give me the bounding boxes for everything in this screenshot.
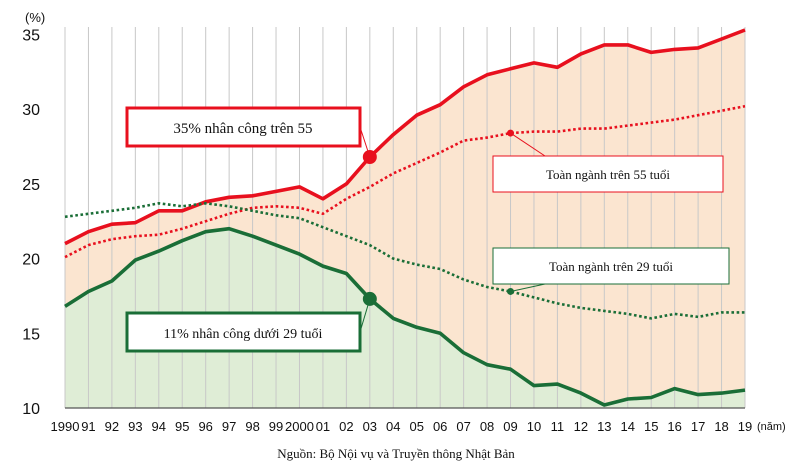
over29-all-label-text: Toàn ngành trên 29 tuổi bbox=[549, 259, 673, 274]
leader-over29-all bbox=[510, 283, 546, 292]
x-tick-label: 12 bbox=[574, 419, 588, 434]
x-tick-label: 01 bbox=[316, 419, 330, 434]
y-tick-label: 25 bbox=[22, 177, 40, 194]
series-line-3 bbox=[64, 202, 745, 320]
line-chart: 10 15 20 25 30 35 1990 91 92 93 94 95 96 97 98 99 2000 01… bbox=[22, 10, 786, 434]
y-tick-label: 20 bbox=[22, 252, 40, 269]
x-tick-label: 95 bbox=[175, 419, 189, 434]
over55-all-label-box bbox=[492, 155, 724, 193]
x-tick-label: 16 bbox=[667, 419, 681, 434]
x-tick-label: 09 bbox=[503, 419, 517, 434]
over55-callout-text: 35% nhân công trên 55 bbox=[173, 121, 312, 137]
chart-lines bbox=[64, 28, 746, 407]
x-tick-label: 06 bbox=[433, 419, 447, 434]
data-marker bbox=[362, 149, 377, 164]
under29-callout-text: 11% nhân công dưới 29 tuổi bbox=[164, 327, 323, 342]
chart-markers bbox=[362, 129, 515, 306]
x-tick-label: 91 bbox=[81, 419, 95, 434]
x-tick-label: 1990 bbox=[51, 419, 80, 434]
under29-callout-box bbox=[125, 311, 362, 353]
source-note: Nguồn: Bộ Nội vụ và Truyền thông Nhật Bả… bbox=[277, 446, 515, 461]
x-tick-label: 96 bbox=[198, 419, 212, 434]
x-tick-label: 11 bbox=[551, 419, 565, 434]
area-fill-under29 bbox=[65, 228, 745, 408]
y-tick-label: 10 bbox=[22, 401, 40, 418]
over29-all-label-box bbox=[492, 247, 730, 285]
x-tick-label: 02 bbox=[339, 419, 353, 434]
x-tick-label: 98 bbox=[245, 419, 259, 434]
over55-callout-box bbox=[125, 106, 362, 148]
x-tick-label: 97 bbox=[222, 419, 236, 434]
data-marker bbox=[507, 129, 515, 137]
x-tick-label: 04 bbox=[386, 419, 400, 434]
x-tick-label: 15 bbox=[644, 419, 658, 434]
x-tick-label: 2000 bbox=[285, 419, 314, 434]
y-tick-label: 35 bbox=[22, 27, 40, 44]
x-tick-label: 19 bbox=[738, 419, 752, 434]
data-marker bbox=[362, 291, 377, 306]
x-tick-label: 93 bbox=[128, 419, 142, 434]
series-line-2 bbox=[64, 226, 746, 407]
x-tick-label: 10 bbox=[527, 419, 541, 434]
over55-all-label-text: Toàn ngành trên 55 tuổi bbox=[546, 167, 670, 182]
data-marker bbox=[507, 287, 515, 295]
x-tick-label: 07 bbox=[456, 419, 470, 434]
x-tick-label: 14 bbox=[621, 419, 635, 434]
x-tick-label: 92 bbox=[105, 419, 119, 434]
series-line-1 bbox=[64, 104, 746, 259]
x-tick-label: 05 bbox=[409, 419, 423, 434]
y-axis-unit: (%) bbox=[25, 10, 45, 25]
leader-over55-all bbox=[510, 132, 546, 157]
x-axis-unit: (năm) bbox=[757, 421, 786, 433]
series-line-0 bbox=[64, 28, 746, 246]
x-tick-label: 08 bbox=[480, 419, 494, 434]
x-tick-label: 03 bbox=[363, 419, 377, 434]
chart-axes: 10 15 20 25 30 35 1990 91 92 93 94 95 96 97 98 99 2000 01… bbox=[22, 27, 752, 434]
y-tick-label: 15 bbox=[22, 326, 40, 343]
y-tick-label: 30 bbox=[22, 102, 40, 119]
x-tick-label: 13 bbox=[597, 419, 611, 434]
x-tick-label: 18 bbox=[714, 419, 728, 434]
x-tick-label: 99 bbox=[269, 419, 283, 434]
x-tick-label: 94 bbox=[152, 419, 166, 434]
x-tick-label: 17 bbox=[691, 419, 705, 434]
